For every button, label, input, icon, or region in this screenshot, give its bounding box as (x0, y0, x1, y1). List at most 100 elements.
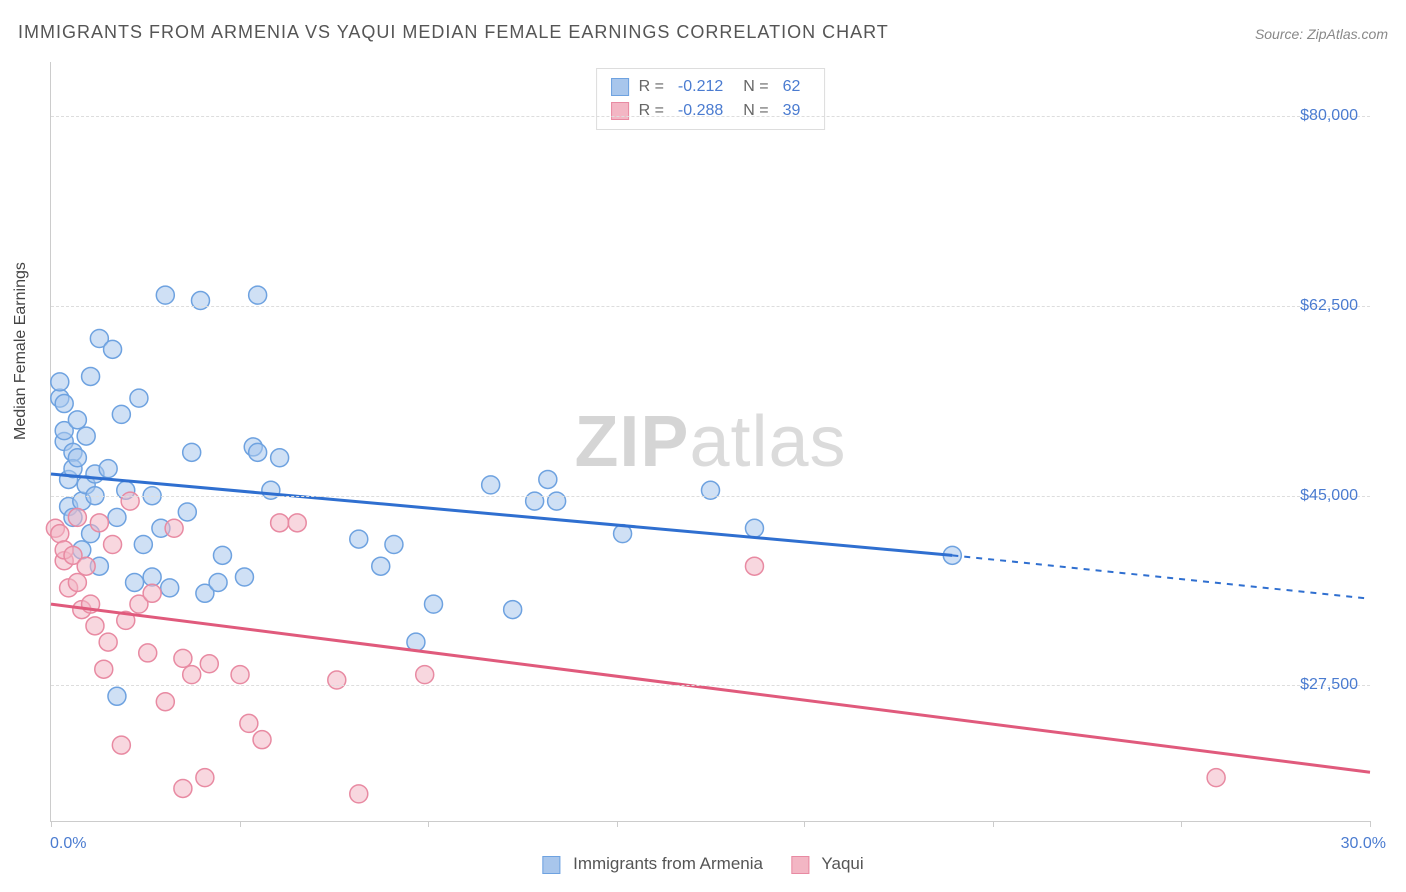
scatter-point-yaqui (139, 644, 157, 662)
gridline (51, 306, 1370, 307)
x-tick (617, 821, 618, 827)
scatter-point-armenia (235, 568, 253, 586)
scatter-point-yaqui (68, 573, 86, 591)
scatter-point-armenia (104, 340, 122, 358)
scatter-point-yaqui (183, 666, 201, 684)
scatter-point-yaqui (416, 666, 434, 684)
x-tick (1370, 821, 1371, 827)
scatter-point-yaqui (112, 736, 130, 754)
scatter-point-armenia (539, 470, 557, 488)
scatter-point-yaqui (271, 514, 289, 532)
scatter-point-armenia (482, 476, 500, 494)
scatter-point-armenia (504, 601, 522, 619)
x-tick (428, 821, 429, 827)
scatter-point-armenia (209, 573, 227, 591)
x-tick (51, 821, 52, 827)
scatter-point-yaqui (253, 731, 271, 749)
scatter-point-armenia (385, 536, 403, 554)
y-tick-label: $45,000 (1300, 487, 1358, 505)
scatter-point-armenia (68, 449, 86, 467)
trend-line-armenia-dashed (952, 555, 1370, 598)
n-label: N = (743, 99, 768, 123)
legend-stats-row-armenia: R = -0.212 N = 62 (611, 75, 811, 99)
scatter-point-yaqui (165, 519, 183, 537)
scatter-point-armenia (156, 286, 174, 304)
scatter-point-yaqui (95, 660, 113, 678)
legend-label-yaqui: Yaqui (821, 854, 863, 873)
chart-canvas (51, 62, 1370, 821)
scatter-point-armenia (130, 389, 148, 407)
scatter-point-yaqui (350, 785, 368, 803)
scatter-point-yaqui (1207, 769, 1225, 787)
scatter-point-yaqui (156, 693, 174, 711)
scatter-point-yaqui (288, 514, 306, 532)
scatter-point-yaqui (143, 584, 161, 602)
legend-stats-row-yaqui: R = -0.288 N = 39 (611, 99, 811, 123)
scatter-point-yaqui (231, 666, 249, 684)
scatter-point-yaqui (90, 514, 108, 532)
scatter-point-armenia (143, 568, 161, 586)
scatter-point-armenia (161, 579, 179, 597)
scatter-point-yaqui (86, 617, 104, 635)
legend-swatch-yaqui (791, 856, 809, 874)
source-attribution: Source: ZipAtlas.com (1255, 26, 1388, 42)
scatter-point-yaqui (745, 557, 763, 575)
scatter-point-armenia (51, 373, 69, 391)
scatter-point-yaqui (196, 769, 214, 787)
n-value-armenia: 62 (783, 75, 801, 99)
scatter-point-armenia (372, 557, 390, 575)
scatter-point-armenia (249, 286, 267, 304)
scatter-point-yaqui (99, 633, 117, 651)
scatter-point-armenia (77, 427, 95, 445)
x-tick (993, 821, 994, 827)
scatter-point-yaqui (77, 557, 95, 575)
scatter-point-armenia (178, 503, 196, 521)
scatter-point-armenia (99, 460, 117, 478)
gridline (51, 685, 1370, 686)
y-tick-label: $62,500 (1300, 297, 1358, 315)
gridline (51, 116, 1370, 117)
legend-item-armenia: Immigrants from Armenia (542, 854, 763, 874)
legend-swatch-armenia (611, 78, 629, 96)
n-label: N = (743, 75, 768, 99)
scatter-point-armenia (745, 519, 763, 537)
n-value-yaqui: 39 (783, 99, 801, 123)
r-value-armenia: -0.212 (678, 75, 723, 99)
scatter-point-yaqui (200, 655, 218, 673)
legend-stats: R = -0.212 N = 62 R = -0.288 N = 39 (596, 68, 826, 130)
gridline (51, 496, 1370, 497)
r-label: R = (639, 99, 664, 123)
scatter-point-armenia (108, 508, 126, 526)
y-tick-label: $27,500 (1300, 676, 1358, 694)
scatter-point-yaqui (104, 536, 122, 554)
scatter-point-armenia (425, 595, 443, 613)
scatter-point-armenia (183, 443, 201, 461)
scatter-point-armenia (249, 443, 267, 461)
scatter-point-yaqui (68, 508, 86, 526)
scatter-point-armenia (350, 530, 368, 548)
x-tick (1181, 821, 1182, 827)
scatter-point-armenia (213, 546, 231, 564)
scatter-point-armenia (271, 449, 289, 467)
scatter-point-armenia (134, 536, 152, 554)
x-tick-label-right: 30.0% (1341, 835, 1386, 853)
x-tick (240, 821, 241, 827)
legend-swatch-armenia (542, 856, 560, 874)
scatter-point-armenia (82, 367, 100, 385)
legend-item-yaqui: Yaqui (791, 854, 864, 874)
scatter-point-armenia (55, 395, 73, 413)
x-tick-label-left: 0.0% (50, 835, 86, 853)
legend-series: Immigrants from Armenia Yaqui (542, 854, 863, 874)
legend-swatch-yaqui (611, 102, 629, 120)
y-tick-label: $80,000 (1300, 107, 1358, 125)
scatter-point-armenia (126, 573, 144, 591)
x-tick (804, 821, 805, 827)
legend-label-armenia: Immigrants from Armenia (573, 854, 763, 873)
scatter-point-armenia (112, 405, 130, 423)
scatter-point-yaqui (174, 649, 192, 667)
scatter-point-armenia (108, 687, 126, 705)
scatter-point-yaqui (240, 714, 258, 732)
scatter-point-yaqui (51, 525, 69, 543)
chart-title: IMMIGRANTS FROM ARMENIA VS YAQUI MEDIAN … (18, 22, 889, 43)
scatter-point-yaqui (174, 779, 192, 797)
